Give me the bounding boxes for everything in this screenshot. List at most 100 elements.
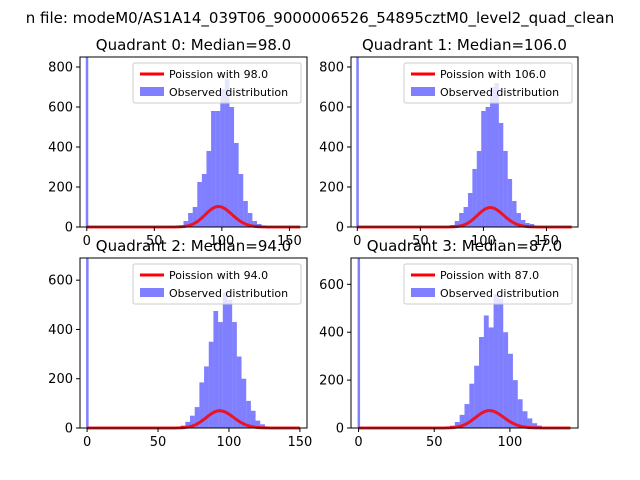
subplot-quadrant-3: 0 50 100 0 200 400 600 Poission with 87.0 Observ… [319,237,579,450]
y-tick-label: 400 [319,326,344,341]
histogram-bar [527,418,533,428]
histogram-bar [197,182,202,227]
x-tick-label: 150 [277,234,302,249]
histogram-bar [467,193,473,227]
y-tick-label: 400 [48,141,73,156]
histogram-bar [229,107,235,227]
y-tick-label: 600 [48,274,73,289]
histogram-bar [459,414,465,428]
histogram-bar [532,423,538,428]
y-tick-label: 200 [48,181,73,196]
y-tick-label: 600 [48,101,73,116]
legend: Poission with 106.0 Observed distribution [403,62,573,104]
histogram-bar [485,107,491,227]
x-tick-label: 0 [354,435,362,450]
histogram-bar [241,378,247,428]
histogram-bar [227,299,233,428]
legend-hist-swatch [140,288,164,297]
histogram-bar [190,415,195,428]
subplot-quadrant-2: 0 50 100 150 0 200 400 600 Poission with 94.0 Obs… [48,237,312,450]
legend-poisson-label: Poission with 94.0 [169,269,268,282]
histogram-bar [479,337,484,428]
axes-frame [79,257,308,429]
histogram-bar [247,213,253,227]
axes-frame [79,56,308,228]
legend-hist-swatch [140,87,164,96]
legend-hist-label: Observed distribution [169,287,288,300]
legend-hist-label: Observed distribution [440,287,559,300]
histogram-bar [520,220,526,227]
x-tick-label: 100 [209,234,234,249]
histogram-bar [463,207,468,227]
y-tick-label: 400 [319,141,344,156]
histogram-bar [204,366,209,428]
subplot-title: Quadrant 1: Median=106.0 [362,36,567,54]
histogram-bar [454,422,460,428]
histogram-bar [476,151,482,227]
subplot-title: Quadrant 2: Median=94.0 [96,237,291,255]
histogram-bar [488,327,494,428]
histogram-bar [185,421,191,428]
histogram-bar [522,411,528,428]
histogram-bar [208,341,214,428]
histogram-bar [252,221,258,227]
histogram-bar [199,382,205,428]
histogram-bar [493,293,499,428]
histogram-bar [222,292,228,428]
histogram-bar [356,57,359,227]
histogram-bar [218,322,223,428]
histogram-bar [474,365,480,428]
legend: Poission with 94.0 Observed distribution [132,263,302,305]
histogram-bar [525,223,530,227]
x-tick-label: 50 [426,435,443,450]
histogram-bar [194,407,200,428]
histogram-bar [243,201,248,227]
legend-hist-label: Observed distribution [169,86,288,99]
legend-box [132,263,302,305]
y-tick-label: 600 [319,278,344,293]
legend-poisson-label: Poission with 98.0 [169,68,268,81]
x-tick-label: 50 [146,234,163,249]
histogram-bar [220,89,225,227]
y-tick-label: 0 [65,221,73,236]
histogram-bar [459,213,464,227]
x-tick-label: 0 [83,234,91,249]
histogram-bar [201,174,207,227]
legend-hist-swatch [411,288,435,297]
histogram-bar [255,420,261,428]
histogram-bar [472,169,477,227]
histogram-bar [469,383,475,428]
y-tick-label: 200 [319,181,344,196]
histogram-bar [517,399,523,428]
axes-frame [350,56,579,228]
subplot-quadrant-0: 0 50 100 150 0 200 400 600 800 Poission with 98.0… [48,36,308,249]
y-tick-label: 200 [319,374,344,389]
x-tick-label: 50 [150,435,167,450]
histogram-bar [357,258,361,428]
figure-suptitle: n file: modeM0/AS1A14_039T06_9000006526_… [26,9,615,28]
histogram-bar [246,400,251,428]
legend-poisson-label: Poission with 87.0 [440,269,539,282]
y-tick-label: 0 [65,422,73,437]
histogram-bar [85,57,89,227]
histogram-bar [516,213,521,227]
y-tick-label: 800 [48,61,73,76]
histogram-bar [498,298,504,428]
histogram-bar [260,424,265,428]
histogram-bar [498,123,504,227]
histogram-bar [503,332,509,428]
legend: Poission with 98.0 Observed distribution [132,62,302,104]
histogram-bar [211,111,216,227]
legend-box [132,62,302,104]
y-tick-label: 800 [319,61,344,76]
x-tick-label: 100 [497,435,522,450]
histogram-bar [508,353,513,428]
histogram-bar [481,111,486,227]
axes-frame [350,257,579,429]
legend-hist-label: Observed distribution [440,86,559,99]
x-tick-label: 100 [217,435,242,450]
histogram-bar [236,356,242,428]
histogram-bar [464,404,470,428]
legend-hist-swatch [411,87,435,96]
